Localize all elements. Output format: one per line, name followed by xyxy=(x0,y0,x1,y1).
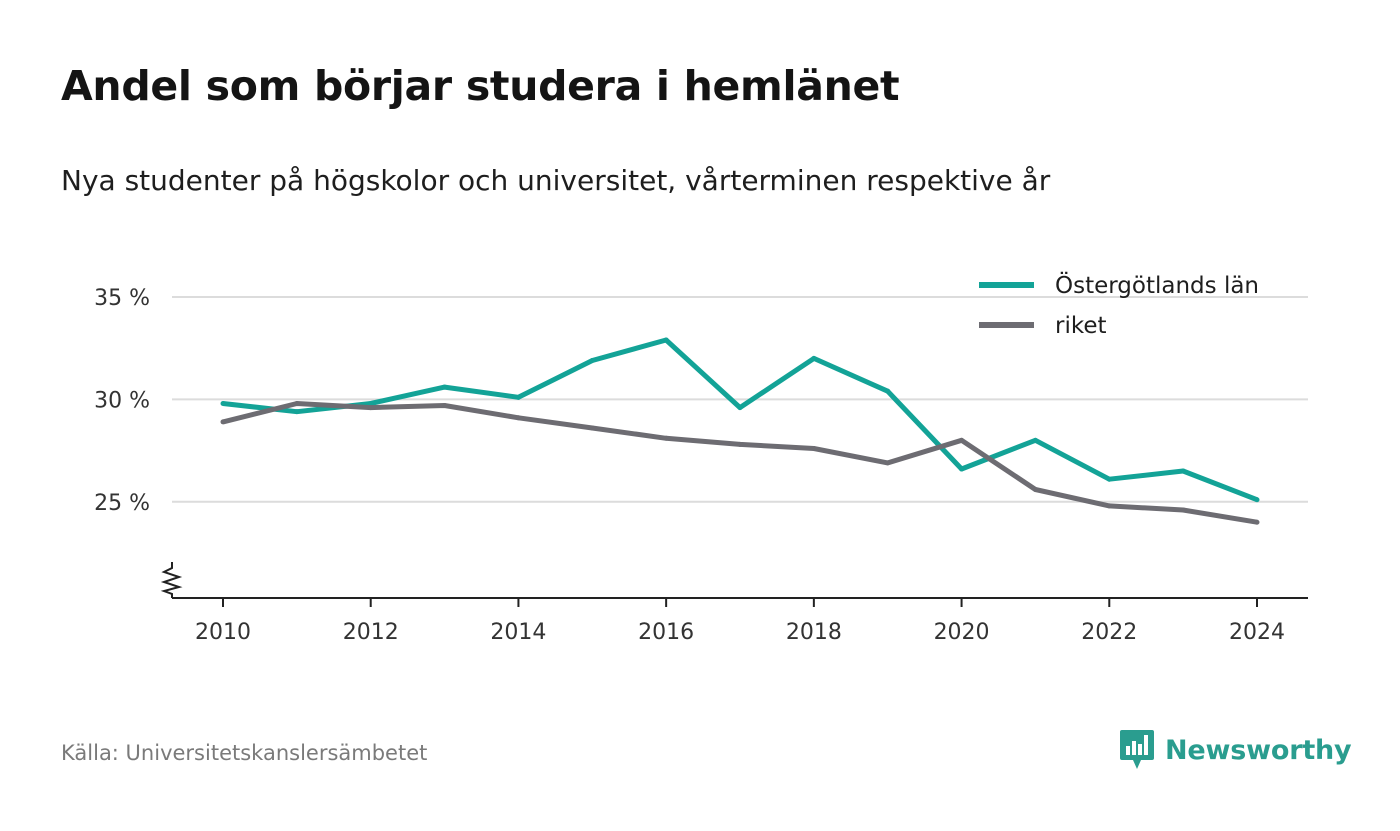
x-tick-label: 2014 xyxy=(490,620,546,645)
data-point xyxy=(959,466,965,472)
data-point xyxy=(589,425,595,431)
data-point xyxy=(885,388,891,394)
data-point xyxy=(1254,519,1260,525)
data-point xyxy=(515,415,521,421)
data-point xyxy=(368,400,374,406)
chart-speech-bubble-icon xyxy=(1120,730,1154,769)
x-tick-label: 2020 xyxy=(934,620,990,645)
data-point xyxy=(885,460,891,466)
x-tick-label: 2018 xyxy=(786,620,842,645)
data-point xyxy=(294,400,300,406)
x-tick-label: 2016 xyxy=(638,620,694,645)
x-tick-label: 2024 xyxy=(1229,620,1285,645)
series-line xyxy=(222,337,1258,503)
legend: Östergötlands län riket xyxy=(968,262,1290,339)
data-point xyxy=(1106,476,1112,482)
data-point xyxy=(442,403,448,409)
data-point xyxy=(1032,486,1038,492)
legend-label: riket xyxy=(1055,313,1107,339)
x-tick-label: 2012 xyxy=(343,620,399,645)
data-point xyxy=(589,357,595,363)
data-point xyxy=(1106,503,1112,509)
data-point xyxy=(1180,507,1186,513)
y-tick-label: 25 % xyxy=(94,491,150,516)
legend-background xyxy=(968,262,1290,296)
data-point xyxy=(737,405,743,411)
chart-title: Andel som börjar studera i hemlänet xyxy=(61,62,900,110)
data-point xyxy=(1180,468,1186,474)
data-point xyxy=(663,435,669,441)
data-point xyxy=(368,405,374,411)
source-note: Källa: Universitetskanslersämbetet xyxy=(61,741,428,765)
data-point xyxy=(1254,497,1260,503)
legend-label: Östergötlands län xyxy=(1055,271,1259,299)
data-point xyxy=(1032,437,1038,443)
series-lines xyxy=(220,337,1260,525)
data-point xyxy=(442,384,448,390)
data-point xyxy=(515,394,521,400)
y-tick-label: 30 % xyxy=(94,388,150,413)
brand-name: Newsworthy xyxy=(1165,734,1352,766)
data-point xyxy=(959,437,965,443)
data-point xyxy=(663,337,669,343)
data-point xyxy=(220,419,226,425)
y-tick-label: 35 % xyxy=(94,286,150,311)
x-tick-label: 2010 xyxy=(195,620,251,645)
data-point xyxy=(294,409,300,415)
data-point xyxy=(811,355,817,361)
y-axis-break-icon xyxy=(160,562,183,598)
chart-subtitle: Nya studenter på högskolor och universit… xyxy=(61,164,1051,197)
data-point xyxy=(811,446,817,452)
series-line xyxy=(222,401,1258,525)
data-point xyxy=(220,400,226,406)
axes: 25 % 30 % 35 % 2010 2012 2014 2016 2018 2020 2022… xyxy=(94,286,1308,645)
gridlines xyxy=(172,296,1308,503)
data-point xyxy=(737,441,743,447)
brand-logo: Newsworthy xyxy=(1119,728,1352,772)
x-tick-label: 2022 xyxy=(1081,620,1137,645)
